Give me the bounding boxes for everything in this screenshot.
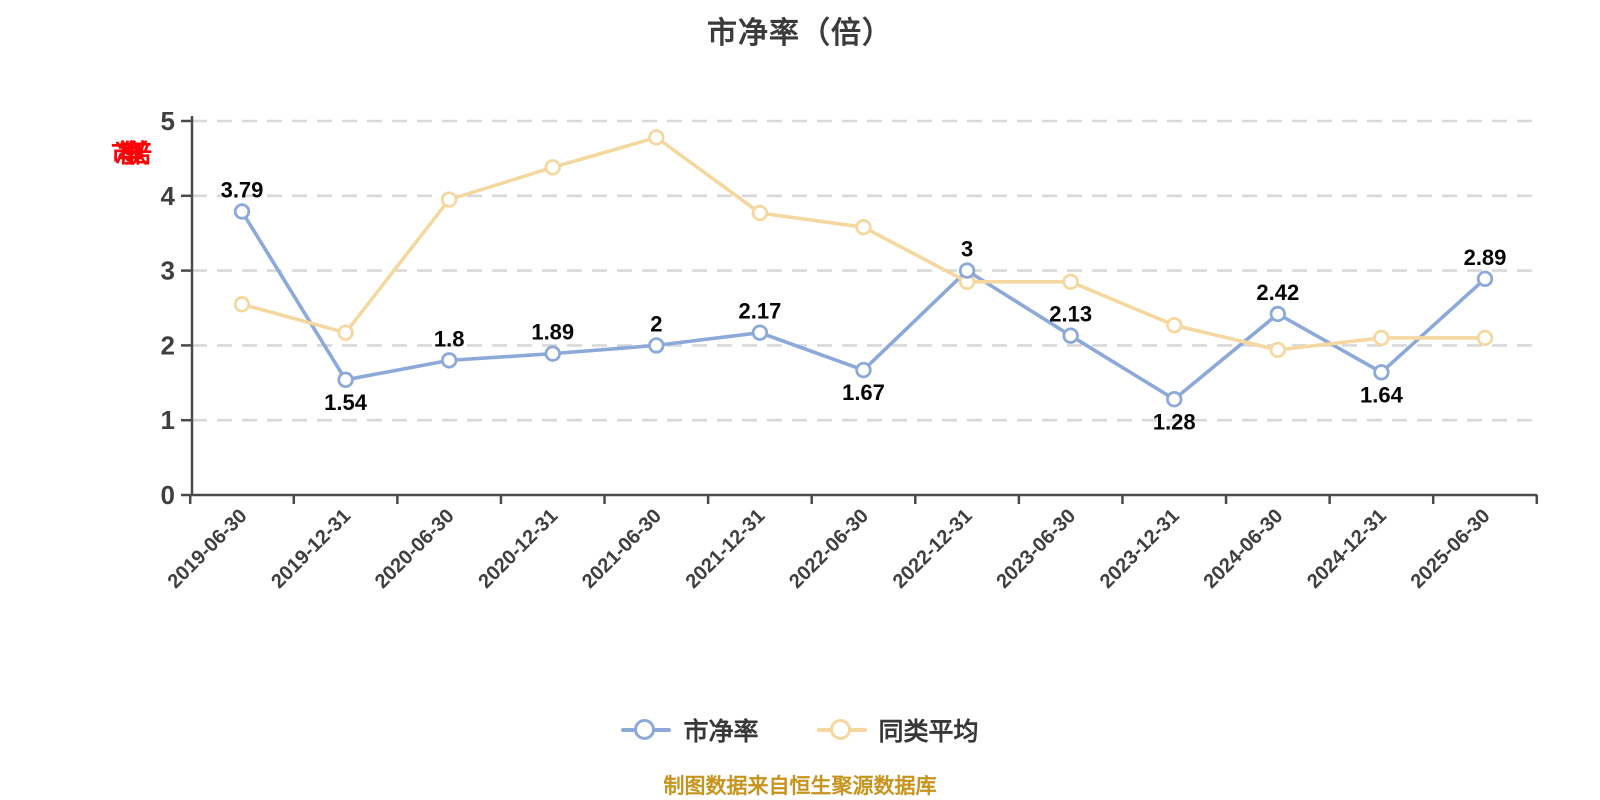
legend-dot-icon [634,719,656,740]
data-point[interactable] [233,296,251,313]
x-tick-label: 2021-06-30 [578,505,666,593]
y-tick-label: 3 [161,256,175,286]
y-tick-label: 4 [161,181,176,211]
data-point[interactable] [1476,270,1494,288]
data-source-caption: 制图数据来自恒生聚源数据库 [663,775,937,798]
x-tick-label: 2020-12-31 [474,505,562,593]
chart-title: 市净率（倍） [707,17,893,50]
legend: 市净率 同类平均 [0,712,1600,748]
data-label: 1.8 [434,326,465,351]
data-label: 2.89 [1464,245,1507,270]
data-point[interactable] [440,352,458,369]
data-label: 2.42 [1256,280,1299,305]
data-point[interactable] [1166,391,1183,408]
peer-average-series-marker-icon [816,718,867,742]
data-label: 2.13 [1049,302,1092,327]
data-point[interactable] [1373,329,1390,347]
data-label: 1.28 [1153,409,1196,434]
series-line-1 [240,135,1487,352]
y-tick-label: 5 [161,106,175,136]
x-tick-label: 2022-12-31 [889,505,977,593]
x-tick-label: 2024-12-31 [1303,505,1391,593]
x-tick-label: 2019-06-30 [164,505,252,593]
y-tick-label: 0 [161,480,175,510]
data-point[interactable] [337,324,354,341]
data-label: 3 [961,237,973,262]
legend-item-pb-ratio[interactable]: 市净率 [621,712,759,748]
data-label: 1.67 [842,380,885,405]
data-point[interactable] [855,361,872,379]
data-point[interactable] [855,219,872,236]
data-point[interactable] [751,204,769,222]
data-point[interactable] [233,203,251,220]
data-point[interactable] [1373,364,1390,381]
y-tick-label: 2 [161,330,175,360]
y-tick-label: 1 [161,405,175,435]
x-tick-label: 2023-06-30 [992,505,1080,593]
data-point[interactable] [1062,273,1079,291]
x-tick-label: 2025-06-30 [1407,505,1495,593]
data-point[interactable] [1269,341,1287,359]
data-point[interactable] [751,324,769,341]
data-label: 1.64 [1360,382,1404,407]
data-point[interactable] [1062,327,1079,344]
x-tick-label: 2024-06-30 [1199,505,1287,593]
legend-item-peer-average[interactable]: 同类平均 [816,712,979,748]
x-tick-label: 2023-12-31 [1096,505,1184,593]
data-point[interactable] [544,345,561,362]
x-tick-label: 2021-12-31 [682,505,770,593]
data-point[interactable] [440,191,458,208]
legend-label-pb-ratio: 市净率 [683,718,759,746]
data-label: 1.89 [531,320,574,345]
x-tick-label: 2020-06-30 [371,505,459,593]
legend-label-peer-average: 同类平均 [878,718,979,746]
data-point[interactable] [648,337,665,354]
data-label: 3.79 [221,178,264,203]
data-label: 2 [650,311,662,336]
x-tick-label: 2019-12-31 [267,505,355,593]
data-point[interactable] [958,262,976,279]
line-chart-plot-area[interactable]: 0 1 2 3 4 5 2019-06-30 2019-12-31 2020-06-30 2020… [0,0,1600,700]
x-tick-label: 2022-06-30 [785,505,873,593]
data-label: 2.17 [739,299,782,324]
data-point[interactable] [648,129,665,146]
data-point[interactable] [1166,317,1183,334]
data-label: 1.54 [324,390,368,415]
data-point[interactable] [337,371,354,389]
pb-ratio-series-marker-icon [621,718,672,742]
legend-dot-icon [829,719,851,740]
data-point[interactable] [1476,329,1494,347]
data-point[interactable] [1269,305,1287,323]
data-point[interactable] [544,159,561,176]
